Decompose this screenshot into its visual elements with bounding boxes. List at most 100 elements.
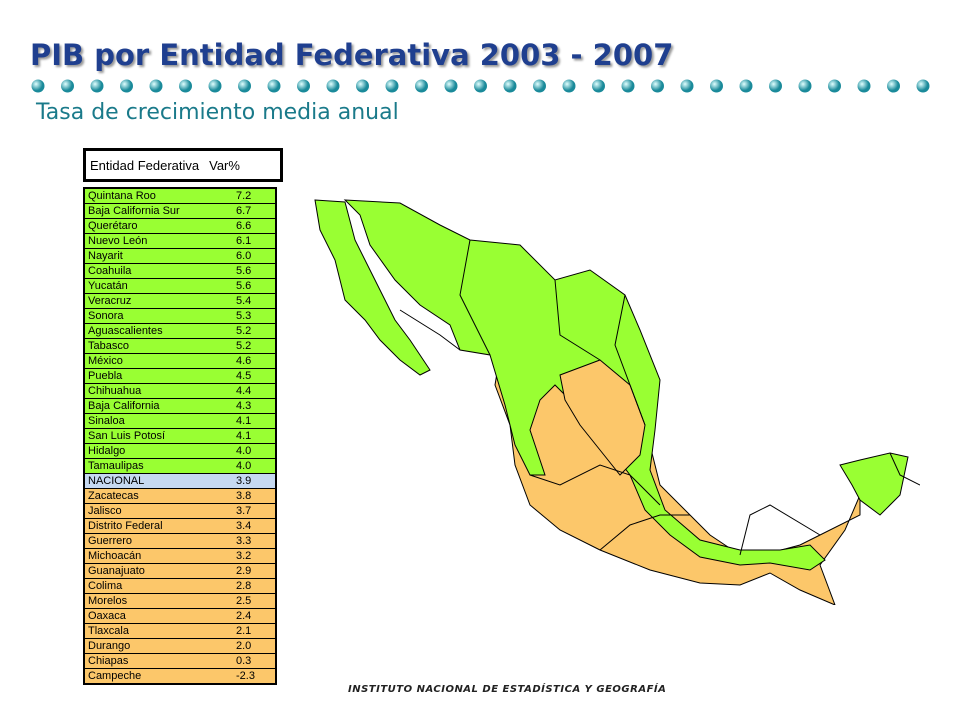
row: Colima 2.8 [84, 578, 276, 594]
dot [887, 79, 900, 93]
dot [90, 79, 104, 93]
row: Oaxaca 2.4 [84, 608, 276, 624]
cell-name: Baja California [84, 398, 233, 414]
cell-value: 6.6 [233, 218, 276, 234]
cell-value: 5.4 [233, 293, 276, 309]
cell-value: 0.3 [233, 653, 276, 669]
cell-value: 2.9 [233, 563, 276, 579]
map [314, 199, 920, 605]
cell-name: Hidalgo [84, 443, 233, 459]
cell-name: Guanajuato [84, 563, 233, 579]
dot [710, 79, 723, 93]
dot [828, 79, 841, 93]
cell-value: 5.2 [233, 338, 276, 354]
row: Guerrero 3.3 [84, 533, 276, 549]
dot [739, 79, 753, 93]
cell-name: Tamaulipas [84, 458, 233, 474]
cell-value: 6.1 [233, 233, 276, 249]
cell-value: 5.6 [233, 278, 276, 294]
col-var: Var% [209, 157, 240, 173]
cell-value: 2.4 [233, 608, 276, 624]
row: San Luis Potosí 4.1 [84, 428, 276, 444]
dot [415, 79, 428, 93]
row: Tlaxcala 2.1 [84, 623, 276, 639]
cell-name: Oaxaca [84, 608, 233, 624]
cell-name: Aguascalientes [84, 323, 233, 339]
dot [208, 79, 222, 93]
dot [503, 79, 517, 93]
row: Querétaro 6.6 [84, 218, 276, 234]
cell-name: Morelos [84, 593, 233, 609]
cell-value: 5.6 [233, 263, 276, 279]
subtitle: Tasa de crecimiento media anual [36, 100, 399, 125]
row: Campeche -2.3 [84, 668, 276, 685]
row: Yucatán 5.6 [84, 278, 276, 294]
cell-value: 5.2 [233, 323, 276, 339]
cell-value: -2.3 [233, 668, 276, 685]
row: Baja California 4.3 [84, 398, 276, 414]
row: Hidalgo 4.0 [84, 443, 276, 459]
row: Nayarit 6.0 [84, 248, 276, 264]
dot [474, 79, 487, 93]
cell-name: Jalisco [84, 503, 233, 519]
dot [297, 79, 310, 93]
cell-value: 7.2 [233, 188, 276, 204]
dot [385, 79, 399, 93]
row: Baja California Sur 6.7 [84, 203, 276, 219]
cell-value: 4.0 [233, 458, 276, 474]
dot [651, 79, 664, 93]
dot [621, 79, 635, 93]
cell-name: Sonora [84, 308, 233, 324]
cell-name: Veracruz [84, 293, 233, 309]
row: Tamaulipas 4.0 [84, 458, 276, 474]
cell-name: Tlaxcala [84, 623, 233, 639]
row: Guanajuato 2.9 [84, 563, 276, 579]
cell-value: 4.1 [233, 428, 276, 444]
cell-name: Zacatecas [84, 488, 233, 504]
cell-name: Coahuila [84, 263, 233, 279]
cell-name: Tabasco [84, 338, 233, 354]
cell-name: Colima [84, 578, 233, 594]
row: Morelos 2.5 [84, 593, 276, 609]
cell-name: Campeche [84, 668, 233, 685]
title: PIB por Entidad Federativa 2003 - 2007 [30, 38, 674, 72]
cell-name: NACIONAL [84, 473, 233, 489]
dots [31, 79, 930, 93]
cell-value: 4.6 [233, 353, 276, 369]
cell-value: 5.3 [233, 308, 276, 324]
dot [562, 79, 576, 93]
dot [444, 79, 458, 93]
cell-name: Puebla [84, 368, 233, 384]
footer: INSTITUTO NACIONAL DE ESTADÍSTICA Y GEOG… [348, 684, 667, 695]
dot [533, 79, 546, 93]
cell-name: Querétaro [84, 218, 233, 234]
cell-name: Quintana Roo [84, 188, 233, 204]
cell-name: Distrito Federal [84, 518, 233, 534]
cell-value: 2.8 [233, 578, 276, 594]
cell-value: 3.7 [233, 503, 276, 519]
dot [238, 79, 251, 93]
cell-name: Chiapas [84, 653, 233, 669]
row: Zacatecas 3.8 [84, 488, 276, 504]
row: Tabasco 5.2 [84, 338, 276, 354]
cell-value: 3.4 [233, 518, 276, 534]
cell-value: 2.0 [233, 638, 276, 654]
row: Michoacán 3.2 [84, 548, 276, 564]
col-name: Entidad Federativa [90, 157, 200, 173]
dot [179, 79, 192, 93]
cell-name: Sinaloa [84, 413, 233, 429]
row: Sonora 5.3 [84, 308, 276, 324]
cell-value: 6.0 [233, 248, 276, 264]
row: Chihuahua 4.4 [84, 383, 276, 399]
cell-name: San Luis Potosí [84, 428, 233, 444]
dot [356, 79, 369, 93]
cell-name: Michoacán [84, 548, 233, 564]
row: Jalisco 3.7 [84, 503, 276, 519]
row: NACIONAL 3.9 [84, 473, 276, 489]
dot [680, 79, 694, 93]
row: Durango 2.0 [84, 638, 276, 654]
dot [120, 79, 133, 93]
dot [592, 79, 605, 93]
cell-name: Baja California Sur [84, 203, 233, 219]
cell-value: 4.1 [233, 413, 276, 429]
